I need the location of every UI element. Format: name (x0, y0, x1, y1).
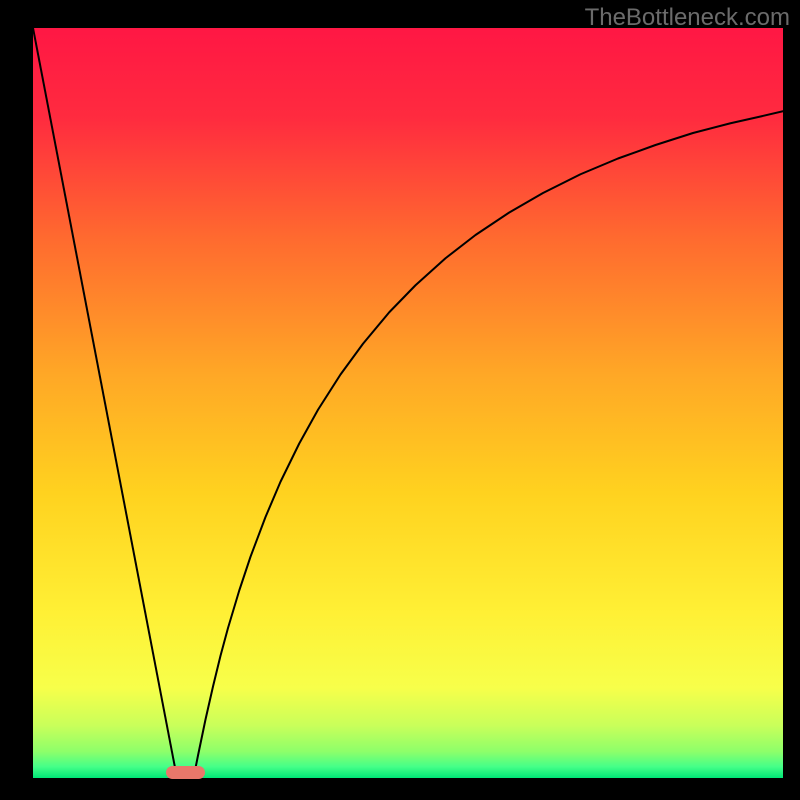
plot-svg (33, 28, 783, 778)
plot-area (33, 28, 783, 778)
watermark-text: TheBottleneck.com (585, 4, 790, 32)
min-marker (166, 766, 205, 779)
